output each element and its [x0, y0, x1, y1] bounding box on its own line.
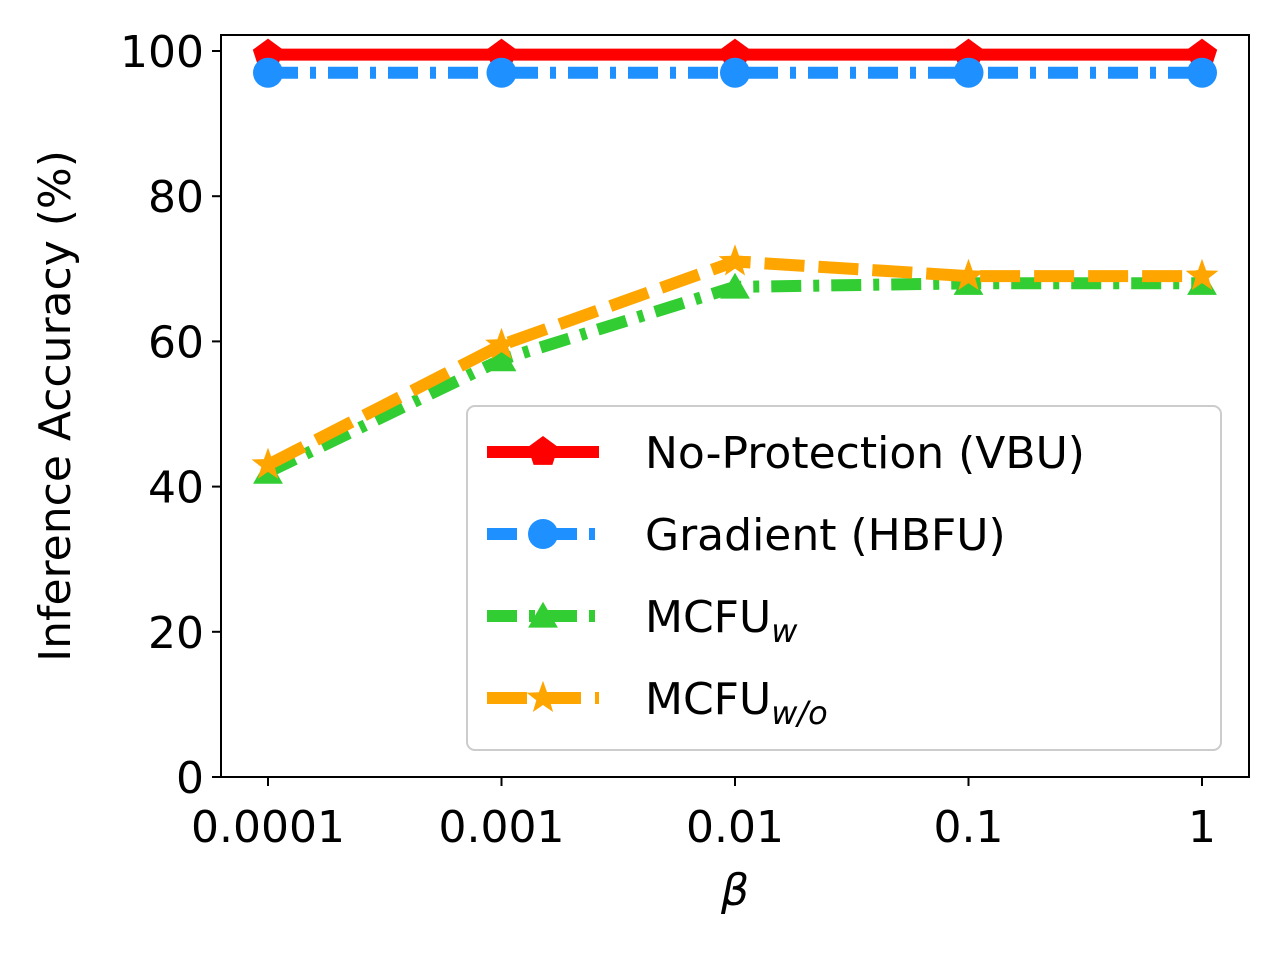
y-tick-label: 0: [176, 753, 204, 804]
data-point: [953, 57, 984, 88]
x-axis: 0.0001 0.001 0.01 0.1 1: [191, 777, 1216, 853]
data-point: [485, 327, 518, 359]
y-axis-title: Inference Accuracy (%): [30, 150, 81, 662]
legend-item: No-Protection (VBU): [487, 428, 1085, 479]
x-axis-title: β: [720, 865, 749, 916]
legend: No-Protection (VBU) Gradient (HBFU) MCFUw M…: [466, 405, 1222, 751]
y-axis: 0 20 40 60 80 100: [120, 27, 221, 804]
legend-label: MCFUw/o: [645, 674, 828, 732]
y-tick-label: 40: [148, 463, 204, 514]
y-tick-label: 100: [120, 27, 204, 78]
data-point: [1187, 57, 1217, 88]
y-tick-label: 80: [148, 172, 204, 223]
data-point: [253, 57, 283, 88]
legend-marker: [528, 601, 558, 628]
x-tick-label: 0.01: [686, 802, 784, 853]
x-tick-label: 0.1: [934, 802, 1004, 853]
x-tick-label: 0.001: [439, 802, 565, 853]
legend-label: Gradient (HBFU): [645, 510, 1006, 561]
data-point: [1185, 258, 1219, 290]
data-point: [720, 57, 750, 88]
legend-marker: [527, 436, 559, 465]
legend-item: MCFUw: [487, 592, 798, 650]
data-point: [486, 345, 517, 372]
legend-item: Gradient (HBFU): [487, 510, 1006, 561]
legend-label: No-Protection (VBU): [645, 428, 1085, 479]
x-tick-label: 0.0001: [191, 802, 345, 853]
data-point: [952, 258, 985, 290]
legend-item: MCFUw/o: [487, 674, 828, 732]
legend-marker: [528, 519, 558, 549]
legend-marker: [526, 680, 560, 712]
x-tick-label: 1: [1188, 802, 1216, 853]
data-point: [251, 447, 285, 479]
data-point: [720, 272, 750, 299]
data-point: [486, 57, 517, 88]
series-layer: [251, 38, 1219, 484]
data-point: [718, 244, 752, 276]
y-tick-label: 20: [148, 608, 204, 659]
series-4: [251, 244, 1219, 479]
legend-label: MCFUw: [645, 592, 798, 650]
legend-frame: [466, 405, 1222, 751]
y-tick-label: 60: [148, 317, 204, 368]
series-2: [253, 57, 1217, 88]
